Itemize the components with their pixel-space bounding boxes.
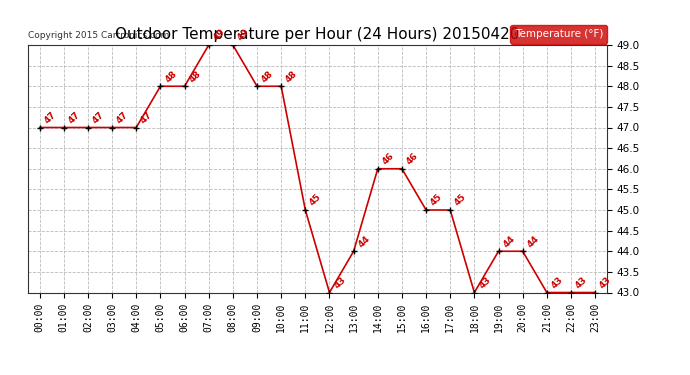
Title: Outdoor Temperature per Hour (24 Hours) 20150420: Outdoor Temperature per Hour (24 Hours) … bbox=[115, 27, 520, 42]
Text: 44: 44 bbox=[502, 234, 517, 249]
Text: 48: 48 bbox=[260, 69, 275, 84]
Text: 43: 43 bbox=[550, 275, 565, 290]
Text: 49: 49 bbox=[212, 27, 227, 43]
Text: 47: 47 bbox=[91, 110, 106, 125]
Text: 43: 43 bbox=[574, 275, 589, 290]
Text: 43: 43 bbox=[333, 275, 348, 290]
Text: 47: 47 bbox=[139, 110, 155, 125]
Text: 47: 47 bbox=[67, 110, 82, 125]
Text: 47: 47 bbox=[115, 110, 130, 125]
Text: 46: 46 bbox=[381, 151, 396, 166]
Legend: Temperature (°F): Temperature (°F) bbox=[511, 25, 607, 44]
Text: Copyright 2015 Cartronics.com: Copyright 2015 Cartronics.com bbox=[28, 31, 169, 40]
Text: 47: 47 bbox=[43, 110, 58, 125]
Text: 43: 43 bbox=[598, 275, 613, 290]
Text: 45: 45 bbox=[429, 192, 444, 208]
Text: 46: 46 bbox=[405, 151, 420, 166]
Text: 48: 48 bbox=[284, 69, 299, 84]
Text: 49: 49 bbox=[236, 27, 251, 43]
Text: 44: 44 bbox=[357, 234, 372, 249]
Text: 44: 44 bbox=[526, 234, 541, 249]
Text: 45: 45 bbox=[308, 192, 324, 208]
Text: 48: 48 bbox=[188, 69, 203, 84]
Text: 45: 45 bbox=[453, 192, 469, 208]
Text: 48: 48 bbox=[164, 69, 179, 84]
Text: 43: 43 bbox=[477, 275, 493, 290]
